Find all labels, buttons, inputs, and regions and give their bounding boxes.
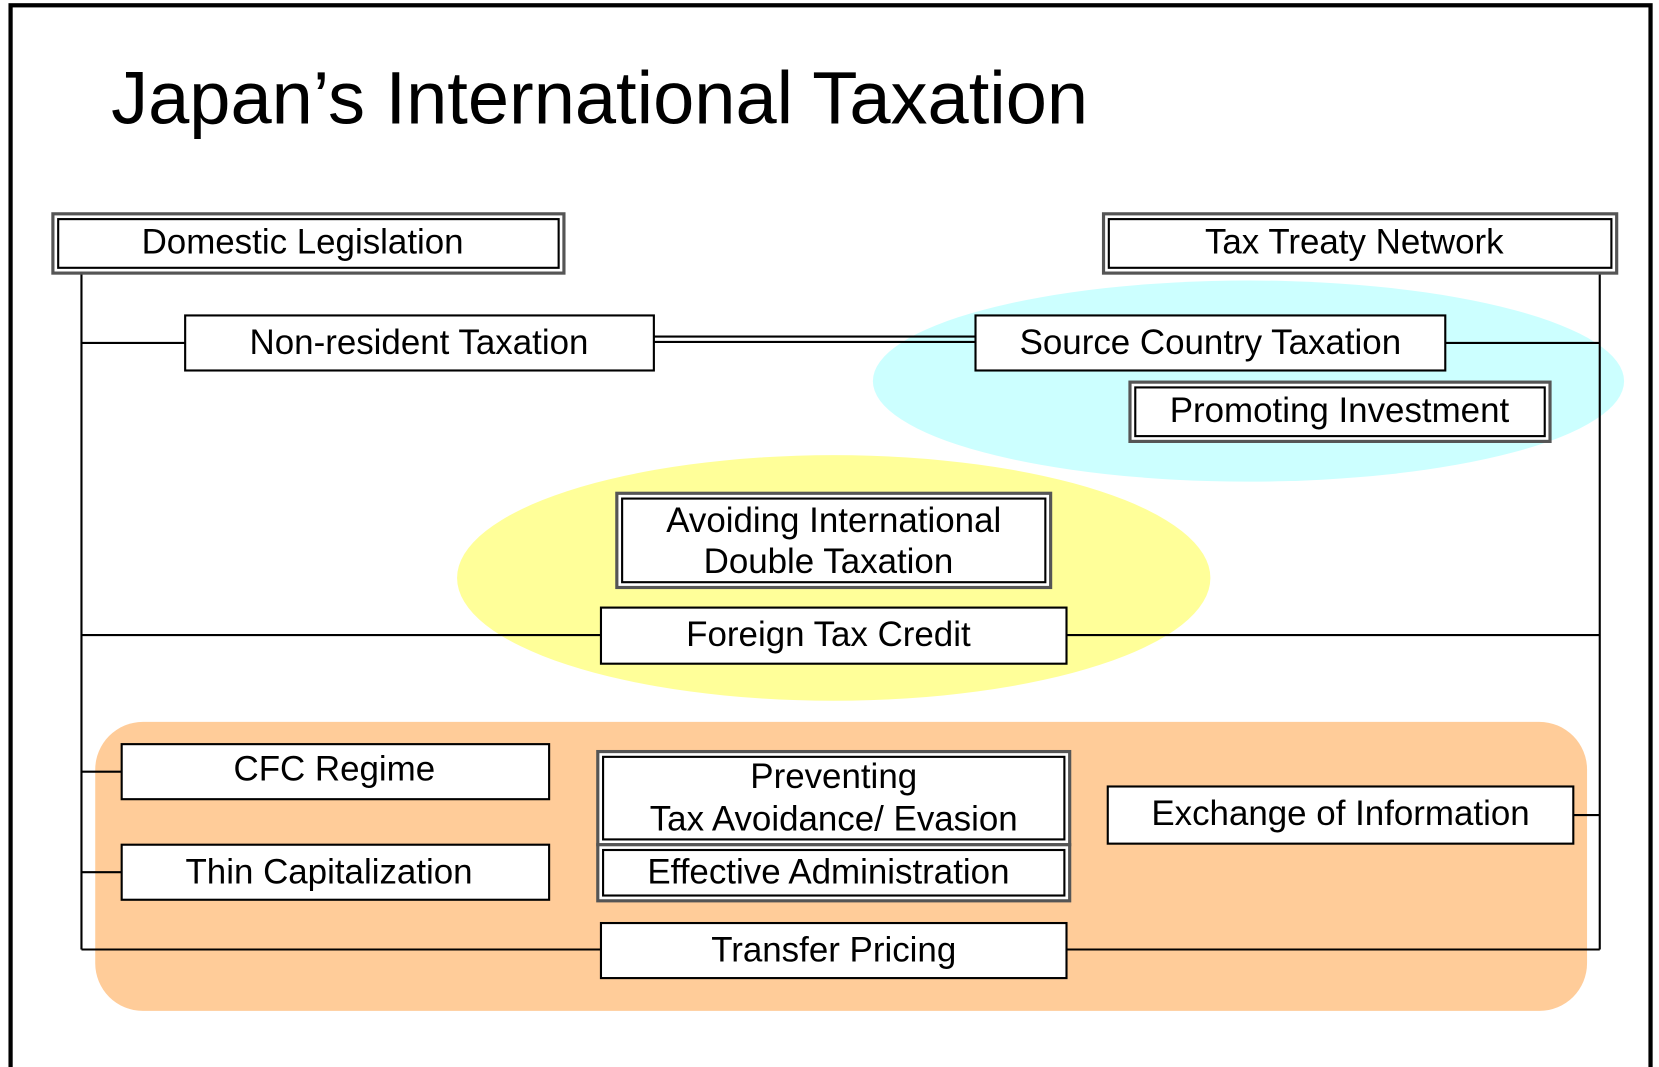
node-label: Foreign Tax Credit bbox=[686, 615, 971, 654]
node: Foreign Tax Credit bbox=[599, 606, 1068, 665]
svg-text:Domestic Legislation: Domestic Legislation bbox=[142, 223, 464, 262]
node-label: Preventing bbox=[750, 757, 917, 796]
node-label: Transfer Pricing bbox=[711, 931, 956, 970]
node: Tax Treaty Network bbox=[1101, 212, 1619, 275]
node-label: Source Country Taxation bbox=[1020, 323, 1402, 362]
node-label: Non-resident Taxation bbox=[250, 323, 589, 362]
svg-text:Tax Treaty Network: Tax Treaty Network bbox=[1205, 223, 1504, 262]
svg-text:Source Country Taxation: Source Country Taxation bbox=[1020, 323, 1402, 362]
node-label: Tax Treaty Network bbox=[1205, 223, 1504, 262]
svg-text:Foreign Tax Credit: Foreign Tax Credit bbox=[686, 615, 971, 654]
svg-text:Non-resident Taxation: Non-resident Taxation bbox=[250, 323, 589, 362]
node: Thin Capitalization bbox=[120, 843, 551, 901]
svg-text:Exchange of Information: Exchange of Information bbox=[1151, 794, 1529, 833]
node-label: Effective Administration bbox=[647, 853, 1009, 892]
node: Effective Administration bbox=[596, 843, 1072, 903]
node-label: CFC Regime bbox=[234, 750, 436, 789]
connectors bbox=[80, 273, 1601, 951]
node: CFC Regime bbox=[120, 743, 551, 801]
node-label: Double Taxation bbox=[704, 542, 954, 581]
node: Preventing Tax Avoidance/ Evasion bbox=[596, 749, 1072, 847]
node: Domestic Legislation bbox=[51, 212, 566, 275]
node: Exchange of Information bbox=[1106, 785, 1575, 845]
node-label: Exchange of Information bbox=[1151, 794, 1529, 833]
svg-text:CFC Regime: CFC Regime bbox=[234, 750, 436, 789]
node-label: Domestic Legislation bbox=[142, 223, 464, 262]
node-label: Avoiding International bbox=[666, 501, 1001, 540]
node-label: Promoting Investment bbox=[1170, 391, 1510, 430]
node-label: Thin Capitalization bbox=[185, 853, 472, 892]
svg-text:Avoiding International: Avoiding International bbox=[666, 501, 1001, 540]
svg-text:Double Taxation: Double Taxation bbox=[704, 542, 954, 581]
node: Avoiding International Double Taxation bbox=[615, 491, 1053, 590]
svg-text:Effective Administration: Effective Administration bbox=[647, 853, 1009, 892]
title: Japan’s International Taxation bbox=[111, 56, 1088, 139]
node: Promoting Investment bbox=[1128, 380, 1552, 443]
node: Non-resident Taxation bbox=[184, 314, 655, 372]
node: Transfer Pricing bbox=[599, 921, 1068, 980]
svg-text:Preventing: Preventing bbox=[750, 757, 917, 796]
svg-text:Thin Capitalization: Thin Capitalization bbox=[185, 853, 472, 892]
svg-text:Transfer Pricing: Transfer Pricing bbox=[711, 931, 956, 970]
svg-text:Tax Avoidance/ Evasion: Tax Avoidance/ Evasion bbox=[650, 800, 1018, 839]
node: Source Country Taxation bbox=[974, 314, 1447, 372]
svg-text:Promoting Investment: Promoting Investment bbox=[1170, 391, 1510, 430]
node-label: Tax Avoidance/ Evasion bbox=[650, 800, 1018, 839]
